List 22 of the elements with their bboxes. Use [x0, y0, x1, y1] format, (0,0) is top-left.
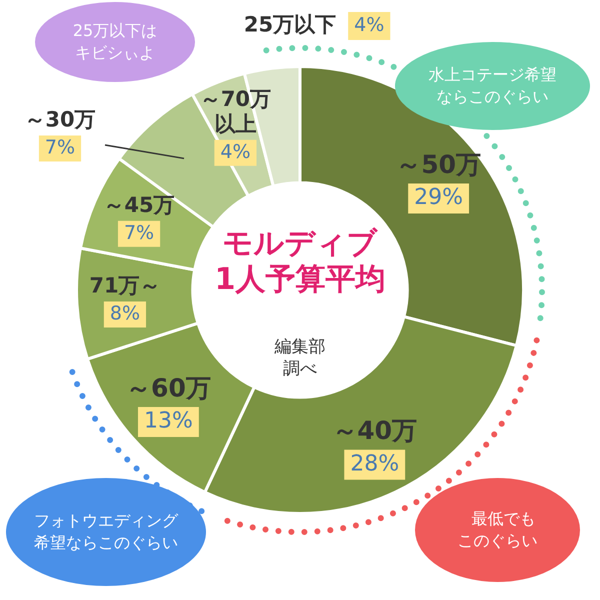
data-label: 28% — [350, 451, 400, 476]
slice-label: ～40万 — [332, 416, 418, 446]
text: フォトウエディング希望ならこのぐらい — [33, 510, 180, 554]
data-label: 7% — [124, 222, 154, 244]
text: 編集部調べ — [274, 336, 326, 380]
slice-label: ～50万 — [396, 150, 481, 179]
data-label: 8% — [110, 302, 140, 324]
data-label: 7% — [44, 136, 76, 158]
slice-label: ～30万 — [24, 107, 96, 132]
slice-label: 25万以下 — [244, 12, 336, 36]
text: 水上コテージ希望ならこのぐらい — [428, 64, 558, 108]
data-label: 13% — [144, 408, 193, 434]
text: 最低でもこのぐらい — [458, 508, 538, 552]
text: モルディブ 1人予算平均 — [214, 226, 386, 297]
slice-label: ～45万 — [103, 192, 175, 217]
slice-label: 71万～ — [89, 273, 161, 298]
slice-label: ～70万以上 — [200, 86, 272, 136]
data-label: 4% — [220, 140, 251, 163]
data-label: 29% — [414, 185, 464, 210]
slice-label: ～60万 — [126, 373, 211, 402]
text: 25万以下はキビシぃよ — [72, 20, 158, 64]
data-label: 4% — [354, 14, 384, 36]
